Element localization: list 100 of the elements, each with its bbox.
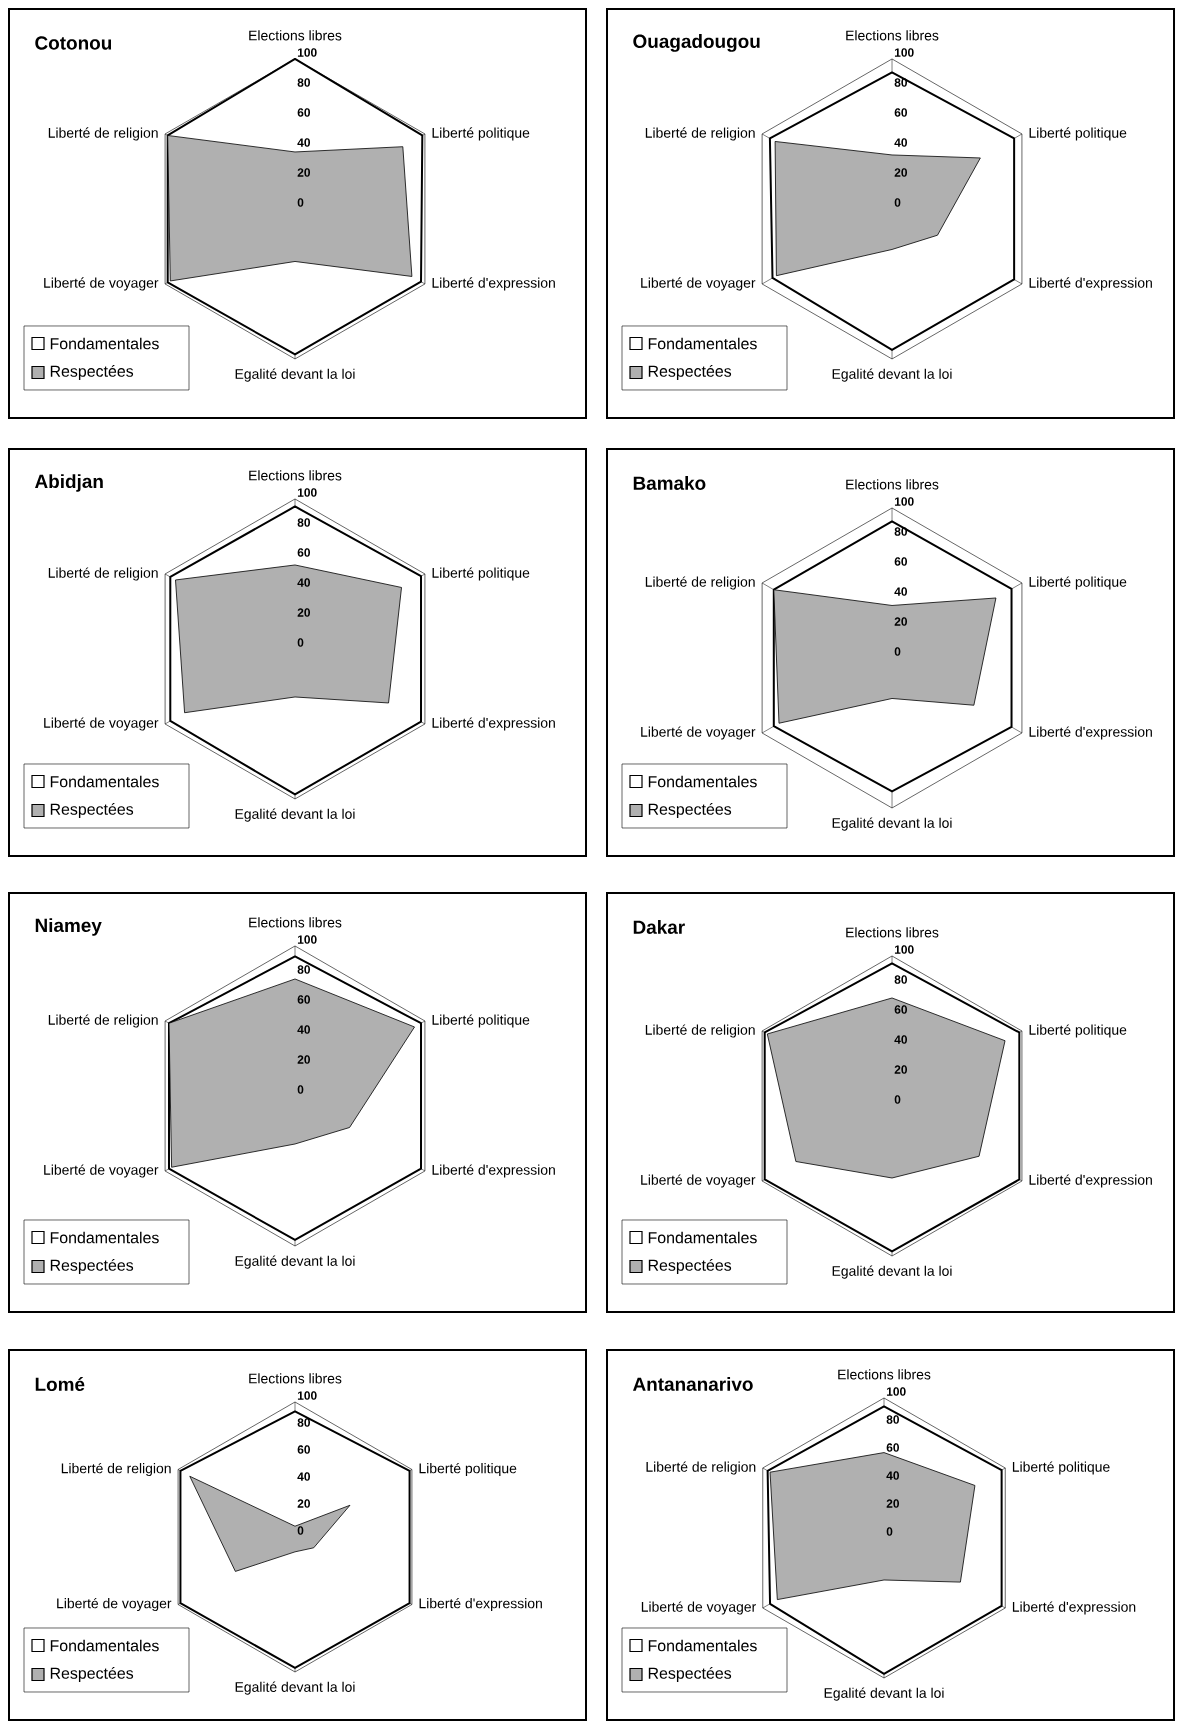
y-tick-label: 20 — [297, 1499, 311, 1508]
y-tick-label: 0 — [297, 1085, 304, 1094]
y-tick-label: 40 — [894, 138, 908, 147]
spoke-label: Liberté politique — [432, 1014, 530, 1028]
spoke-label: Liberté de religion — [48, 567, 158, 581]
y-tick-label: 20 — [297, 1055, 311, 1064]
y-tick-label: 80 — [297, 518, 311, 527]
y-tick-label: 80 — [886, 1415, 900, 1424]
y-tick-label: 60 — [297, 108, 311, 117]
chart-title: Dakar — [633, 920, 685, 934]
spoke-label: Egalité devant la loi — [235, 1255, 355, 1269]
y-tick-label: 100 — [894, 945, 914, 954]
y-tick-label: 0 — [894, 198, 901, 207]
y-tick-label: 0 — [297, 198, 304, 207]
spoke-label: Elections libres — [249, 470, 342, 481]
legend-label: Respectées — [648, 364, 732, 381]
y-tick-label: 40 — [894, 587, 908, 596]
y-tick-label: 20 — [894, 1065, 908, 1074]
y-tick-label: 60 — [894, 108, 908, 117]
y-tick-label: 20 — [886, 1499, 900, 1508]
spoke-label: Liberté de voyager — [44, 277, 159, 291]
y-tick-label: 0 — [886, 1527, 893, 1536]
spoke-label: Liberté de voyager — [641, 1601, 756, 1615]
chart-title: Cotonou — [35, 36, 112, 50]
spoke-label: Liberté d'expression — [1029, 1174, 1152, 1188]
y-tick-label: 0 — [894, 647, 901, 656]
spoke-label: Liberté de voyager — [641, 1174, 756, 1188]
spoke-label: Liberté d'expression — [432, 277, 555, 291]
spoke-label: Liberté d'expression — [432, 717, 555, 731]
y-tick-label: 0 — [297, 638, 304, 647]
spoke-label: Elections libres — [846, 479, 939, 490]
spoke-label: Liberté de religion — [645, 576, 755, 590]
chart-title: Antananarivo — [633, 1377, 753, 1391]
y-tick-label: 100 — [886, 1387, 906, 1396]
spoke-label: Liberté politique — [419, 1462, 517, 1477]
y-tick-label: 0 — [297, 1526, 304, 1535]
spoke-label: Liberté d'expression — [1029, 726, 1152, 740]
y-tick-label: 100 — [297, 935, 317, 944]
y-tick-label: 100 — [297, 48, 317, 57]
spoke-label: Liberté de religion — [645, 1024, 755, 1038]
y-tick-label: 20 — [894, 617, 908, 626]
legend-label: Fondamentales — [648, 775, 757, 788]
y-tick-label: 40 — [297, 578, 311, 587]
spoke-label: Liberté politique — [432, 127, 530, 141]
legend-label: Fondamentales — [50, 1231, 159, 1244]
spoke-label: Liberté politique — [1029, 127, 1127, 141]
chart-title: Abidjan — [34, 474, 103, 492]
legend-label: Respectées — [50, 1258, 134, 1275]
y-tick-label: 100 — [297, 1391, 317, 1400]
spoke-label: Liberté politique — [1012, 1461, 1110, 1475]
spoke-label: Elections libres — [846, 927, 939, 938]
chart-title: Ouagadougou — [633, 34, 760, 52]
spoke-label: Elections libres — [249, 30, 342, 41]
spoke-label: Liberté de voyager — [44, 717, 159, 731]
legend-label: Respectées — [50, 1666, 134, 1683]
y-tick-label: 100 — [894, 497, 914, 506]
spoke-label: Liberté de voyager — [57, 1597, 172, 1612]
spoke-label: Liberté politique — [1029, 576, 1127, 590]
spoke-label: Liberté politique — [432, 567, 530, 581]
spoke-label: Egalité devant la loi — [824, 1687, 944, 1701]
spoke-label: Elections libres — [838, 1369, 931, 1380]
spoke-label: Liberté d'expression — [432, 1164, 555, 1178]
spoke-label: Elections libres — [249, 917, 342, 928]
legend-label: Fondamentales — [50, 775, 159, 788]
spoke-label: Liberté de voyager — [641, 726, 756, 740]
legend-label: Respectées — [648, 1258, 732, 1275]
y-tick-label: 60 — [894, 557, 908, 566]
spoke-label: Liberté d'expression — [1029, 277, 1152, 291]
y-tick-label: 40 — [297, 1472, 311, 1481]
y-tick-label: 0 — [894, 1095, 901, 1104]
y-tick-label: 60 — [297, 548, 311, 557]
spoke-label: Liberté de voyager — [44, 1164, 159, 1178]
y-tick-label: 20 — [297, 608, 311, 617]
legend-label: Fondamentales — [50, 337, 159, 350]
y-tick-label: 100 — [894, 48, 914, 57]
y-tick-label: 40 — [894, 1035, 908, 1044]
spoke-label: Liberté de religion — [646, 1461, 756, 1475]
spoke-label: Liberté politique — [1029, 1024, 1127, 1038]
spoke-label: Elections libres — [249, 1373, 342, 1384]
y-tick-label: 80 — [297, 1418, 311, 1427]
chart-title: Bamako — [633, 476, 706, 490]
spoke-label: Liberté d'expression — [419, 1597, 542, 1612]
spoke-label: Elections libres — [846, 30, 939, 41]
legend-label: Fondamentales — [648, 1231, 757, 1244]
y-tick-label: 40 — [886, 1471, 900, 1480]
y-tick-label: 80 — [894, 975, 908, 984]
legend-label: Fondamentales — [648, 337, 757, 350]
spoke-label: Liberté d'expression — [1012, 1601, 1136, 1615]
spoke-label: Liberté de religion — [61, 1462, 171, 1477]
y-tick-label: 100 — [297, 488, 317, 497]
y-tick-label: 60 — [886, 1443, 900, 1452]
legend-label: Respectées — [50, 802, 134, 819]
y-tick-label: 60 — [894, 1005, 908, 1014]
y-tick-label: 60 — [297, 1445, 311, 1454]
chart-title: Niamey — [35, 918, 102, 936]
spoke-label: Egalité devant la loi — [235, 368, 355, 382]
chart-title: Lomé — [35, 1376, 85, 1392]
legend-label: Respectées — [50, 364, 134, 381]
y-tick-label: 40 — [297, 138, 311, 147]
spoke-label: Liberté de voyager — [641, 277, 756, 291]
